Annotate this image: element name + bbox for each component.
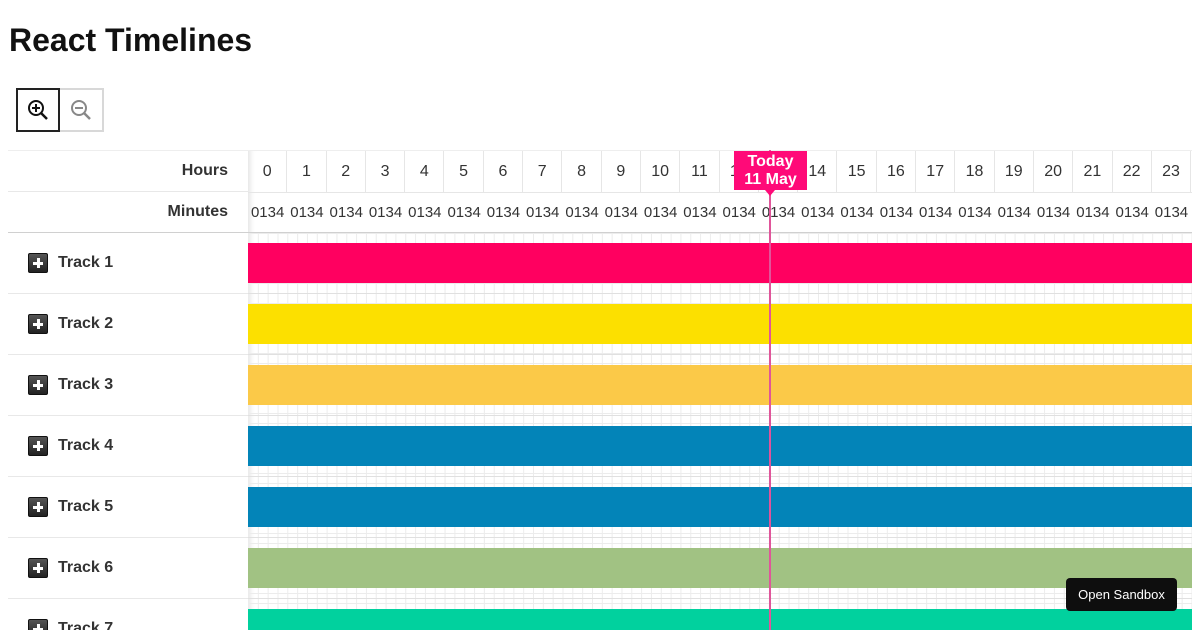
- today-marker: Today 11 May: [734, 151, 807, 196]
- row-divider: [248, 293, 1192, 294]
- minute-cell: 0134: [879, 204, 914, 221]
- hour-cell: 11: [680, 151, 720, 192]
- minute-cell: 0134: [801, 204, 835, 221]
- track-label: Track 3: [58, 376, 114, 393]
- track-row: Track 6: [8, 538, 248, 599]
- row-divider: [248, 476, 1192, 477]
- minute-cell: 0134: [919, 204, 953, 221]
- minute-cell: 0134: [408, 204, 442, 221]
- track-bar[interactable]: [248, 304, 1192, 344]
- track-list: Track 1 Track 2 Track 3 Track 4 Track 5 Track…: [8, 233, 248, 630]
- track-bar[interactable]: [248, 426, 1192, 466]
- expand-plus-icon[interactable]: [28, 558, 48, 578]
- zoom-in-button[interactable]: [16, 88, 60, 132]
- timeline: Hours Minutes Track 1 Track 2 Track 3 Track…: [8, 150, 1192, 630]
- hour-cell: 0: [248, 151, 288, 192]
- expand-plus-icon[interactable]: [28, 253, 48, 273]
- zoom-in-icon: [28, 100, 48, 120]
- track-row: Track 2: [8, 294, 248, 355]
- hour-cell: 20: [1034, 151, 1074, 192]
- row-divider: [248, 415, 1192, 416]
- now-line: [769, 150, 771, 630]
- minute-cell: 0134: [604, 204, 638, 221]
- minute-cell: 0134: [290, 204, 324, 221]
- expand-plus-icon[interactable]: [28, 436, 48, 456]
- row-divider: [248, 354, 1192, 355]
- track-bar[interactable]: [248, 243, 1192, 283]
- minute-cell: 0134: [1076, 204, 1110, 221]
- minute-cell: 0134: [486, 204, 521, 221]
- hour-cell: 18: [955, 151, 995, 192]
- hour-cell: 4: [405, 151, 445, 192]
- track-row: Track 3: [8, 355, 248, 416]
- hour-cell: 21: [1073, 151, 1113, 192]
- zoom-controls: [16, 88, 104, 132]
- hour-cell: 19: [995, 151, 1034, 192]
- page-title: React Timelines: [9, 22, 253, 58]
- row-divider: [248, 537, 1192, 538]
- minute-cell: 0134: [1036, 204, 1071, 221]
- expand-plus-icon[interactable]: [28, 497, 48, 517]
- hour-cell: 1: [287, 151, 327, 192]
- minute-cell: 0134: [840, 204, 874, 221]
- today-date: 11 May: [744, 171, 797, 188]
- hour-cell: 23: [1152, 151, 1192, 192]
- timeline-sidebar: Hours Minutes Track 1 Track 2 Track 3 Track…: [8, 150, 248, 630]
- minute-cell: 0134: [565, 204, 599, 221]
- hour-cell: 16: [877, 151, 917, 192]
- minute-cell: 0134: [1154, 204, 1189, 221]
- hour-cell: 6: [484, 151, 524, 192]
- minute-cell: 0134: [761, 204, 796, 221]
- track-label: Track 5: [58, 498, 114, 515]
- hour-cell: 8: [562, 151, 602, 192]
- track-label: Track 1: [58, 254, 114, 271]
- hour-cell: 17: [916, 151, 956, 192]
- minute-cell: 0134: [526, 204, 560, 221]
- expand-plus-icon[interactable]: [28, 314, 48, 334]
- track-label: Track 2: [58, 315, 114, 332]
- track-label: Track 6: [58, 559, 114, 576]
- today-label: Today: [747, 153, 794, 170]
- track-row: Track 7: [8, 599, 248, 630]
- track-row: Track 5: [8, 477, 248, 538]
- minutes-header-label: Minutes: [8, 192, 248, 233]
- hour-cell: 2: [327, 151, 366, 192]
- track-label: Track 4: [58, 437, 114, 454]
- track-bar[interactable]: [248, 487, 1192, 527]
- zoom-out-icon: [71, 100, 91, 120]
- minute-cell: 0134: [1115, 204, 1149, 221]
- minute-cell: 0134: [329, 204, 363, 221]
- track-row: Track 1: [8, 233, 248, 294]
- minute-cell: 0134: [447, 204, 481, 221]
- minute-cell: 0134: [683, 204, 717, 221]
- zoom-out-button[interactable]: [60, 88, 104, 132]
- timeline-grid[interactable]: 01234567891011121314151617181920212223 0…: [248, 150, 1192, 630]
- hour-cell: 22: [1113, 151, 1152, 192]
- hour-cell: 15: [837, 151, 877, 192]
- expand-plus-icon[interactable]: [28, 375, 48, 395]
- hour-cell: 9: [602, 151, 641, 192]
- minute-cell: 0134: [368, 204, 403, 221]
- hours-row: 01234567891011121314151617181920212223: [248, 150, 1192, 192]
- track-bar[interactable]: [248, 365, 1192, 405]
- minute-cell: 0134: [722, 204, 756, 221]
- hours-header-label: Hours: [8, 150, 248, 192]
- open-sandbox-button[interactable]: Open Sandbox: [1066, 578, 1177, 611]
- minute-cell: 0134: [643, 204, 678, 221]
- row-divider: [248, 598, 1192, 599]
- expand-plus-icon[interactable]: [28, 619, 48, 630]
- minute-cell: 0134: [997, 204, 1031, 221]
- minutes-row: 0134 0134 0134 0134 0134 0134 0134 0134 0134 0134…: [248, 192, 1192, 233]
- track-row: Track 4: [8, 416, 248, 477]
- minute-cell: 0134: [958, 204, 992, 221]
- hour-cell: 7: [523, 151, 563, 192]
- track-bar[interactable]: [248, 548, 1192, 588]
- hour-cell: 14: [798, 151, 838, 192]
- hour-cell: 3: [366, 151, 406, 192]
- hour-cell: 10: [641, 151, 681, 192]
- minute-cell: 0134: [250, 204, 285, 221]
- track-bar[interactable]: [248, 609, 1192, 630]
- track-label: Track 7: [58, 620, 114, 630]
- hour-cell: 5: [444, 151, 484, 192]
